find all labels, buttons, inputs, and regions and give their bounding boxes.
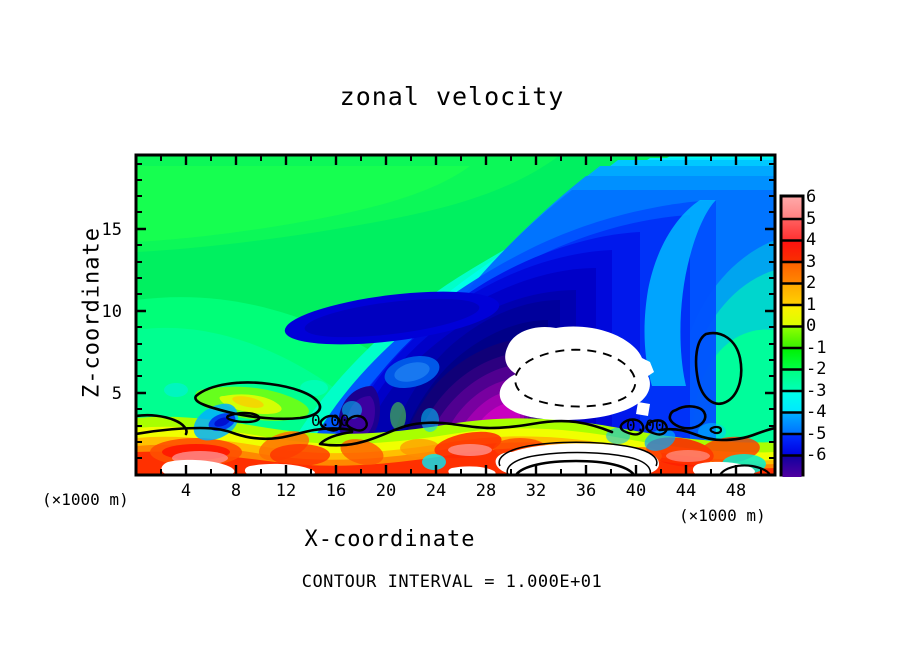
colorbar-label-1: 1 [806, 295, 817, 315]
x-tick-label-32: 32 [525, 481, 547, 501]
x-axis-units-left: (×1000 m) [42, 490, 129, 509]
contour-label-zero-left: 0.00 [311, 411, 350, 430]
colorbar-label-3: 3 [806, 252, 817, 272]
x-axis-minor-ticks [160, 155, 762, 475]
x-tick-label-16: 16 [325, 481, 347, 501]
colorbar-bands [782, 197, 802, 477]
x-tick-label-44: 44 [675, 481, 697, 501]
x-tick-label-48: 48 [725, 481, 747, 501]
field-fill [136, 155, 775, 475]
x-tick-label-8: 8 [230, 481, 242, 501]
colorbar-label-5: 5 [806, 209, 817, 229]
colorbar-label-neg2: -2 [806, 359, 827, 379]
colorbar-dividers [782, 217, 802, 457]
x-tick-label-24: 24 [425, 481, 447, 501]
colorbar-label-neg6: -6 [806, 445, 827, 465]
x-tick-label-28: 28 [475, 481, 497, 501]
y-tick-label-15: 15 [101, 220, 122, 240]
y-tick-label-5: 5 [111, 384, 122, 404]
contour-label-zero-right: 0.00 [626, 416, 665, 435]
colorbar-label-neg4: -4 [806, 402, 827, 422]
x-tick-label-12: 12 [275, 481, 297, 501]
colorbar-label-6: 6 [806, 187, 817, 207]
x-tick-label-40: 40 [625, 481, 647, 501]
contour-interval-caption: CONTOUR INTERVAL = 1.000E+01 [301, 572, 603, 592]
colorbar-label-2: 2 [806, 273, 817, 293]
colorbar-label-4: 4 [806, 230, 817, 250]
y-axis-minor-ticks [136, 163, 775, 459]
y-axis-ticks [136, 227, 775, 395]
x-tick-label-36: 36 [575, 481, 597, 501]
colorbar-label-0: 0 [806, 316, 817, 336]
colorbar-label-neg3: -3 [806, 381, 827, 401]
x-axis-units-right: (×1000 m) [679, 506, 766, 525]
page-title: zonal velocity [339, 82, 565, 111]
x-axis-ticks [184, 155, 738, 475]
colorbar-label-neg1: -1 [806, 338, 827, 358]
x-tick-label-20: 20 [375, 481, 397, 501]
x-axis-title: X-coordinate [304, 527, 476, 552]
y-tick-label-10: 10 [101, 302, 122, 322]
colorbar[interactable] [779, 194, 805, 477]
x-tick-label-4: 4 [180, 481, 192, 501]
colorbar-label-neg5: -5 [806, 424, 827, 444]
contour-lines [136, 331, 775, 475]
plot-frame [134, 153, 777, 477]
